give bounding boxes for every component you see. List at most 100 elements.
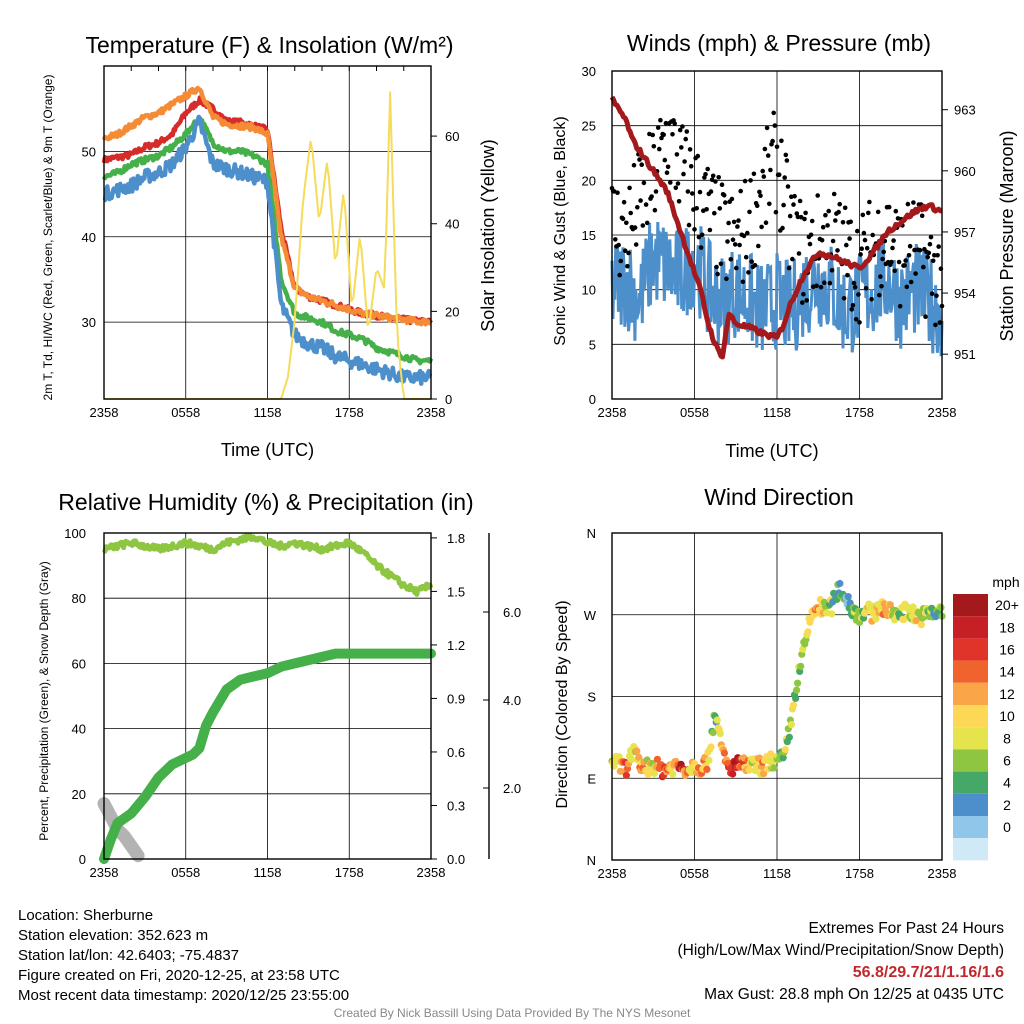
- gust-point: [833, 218, 838, 223]
- snow-depth-line: [97, 797, 145, 863]
- wind-ylabel: Sonic Wind & Gust (Blue, Black): [552, 116, 569, 345]
- gust-point: [625, 263, 630, 269]
- humidity-title: Relative Humidity (%) & Precipitation (i…: [58, 489, 473, 515]
- y-tick-label: 5: [589, 337, 596, 352]
- y2-tick-label: 951: [954, 347, 976, 362]
- gust-point: [688, 164, 694, 169]
- y-tick-label: 20: [72, 787, 86, 802]
- humidity-ylabel: Percent, Precipitation (Green), & Snow D…: [37, 561, 51, 840]
- x-tick-label: 2358: [928, 866, 957, 881]
- gust-point: [724, 276, 729, 282]
- gust-point: [903, 258, 908, 263]
- gust-point: [835, 248, 840, 253]
- direction-point: [745, 766, 753, 774]
- gust-point: [771, 110, 776, 116]
- x-tick-label: 2358: [417, 405, 446, 420]
- y2-tick-label: 957: [954, 225, 976, 240]
- gust-point: [682, 159, 687, 164]
- humidity-precip-chart: 2358 0558 1158 1758 2358 0 20 40 60 80 100 0.0 0.3 0.…: [37, 489, 521, 880]
- gust-point: [930, 258, 936, 264]
- gust-point: [785, 184, 791, 189]
- direction-point: [779, 754, 787, 762]
- y-tick-label: S: [587, 690, 596, 705]
- gust-point: [641, 180, 647, 186]
- direction-point: [729, 770, 737, 778]
- gust-point: [937, 320, 943, 325]
- gust-point: [631, 162, 637, 168]
- wind-frame: [611, 70, 943, 400]
- gust-point: [863, 286, 869, 291]
- gust-point: [748, 178, 753, 183]
- gust-point: [680, 124, 685, 129]
- gust-point: [661, 132, 666, 138]
- latlon-text: Station lat/lon: 42.6403; -75.4837: [18, 947, 240, 964]
- gust-point: [923, 314, 928, 320]
- gust-point: [637, 157, 642, 162]
- direction-point: [792, 694, 800, 703]
- gust-point: [803, 210, 808, 216]
- gust-point: [797, 198, 803, 204]
- gust-point: [858, 252, 863, 257]
- gust-point: [686, 222, 692, 228]
- legend-swatch: [953, 682, 988, 705]
- x-tick-label: 1158: [763, 866, 791, 881]
- x-tick-label: 1758: [335, 405, 364, 420]
- gust-point: [728, 257, 734, 262]
- gust-point: [626, 250, 631, 256]
- gust-point: [857, 320, 862, 325]
- gust-point: [804, 298, 809, 303]
- gust-point: [815, 193, 820, 198]
- gust-point: [881, 249, 886, 255]
- gust-point: [657, 146, 662, 152]
- gust-point: [638, 198, 643, 203]
- gust-point: [837, 201, 842, 207]
- gust-point: [694, 206, 699, 211]
- y3-tick-label: 4.0: [503, 693, 521, 708]
- gust-point: [783, 152, 789, 158]
- gust-point: [933, 322, 938, 328]
- gust-point: [633, 242, 639, 247]
- gust-point: [710, 173, 716, 179]
- y-tick-label: 60: [72, 656, 86, 671]
- gust-point: [721, 192, 727, 198]
- y2-tick-label: 0.3: [447, 798, 465, 813]
- gust-point: [886, 204, 892, 210]
- gust-point: [653, 189, 659, 194]
- gust-point: [848, 219, 853, 225]
- gust-point: [859, 246, 864, 251]
- direction-ylabel: Direction (Colored By Speed): [554, 600, 571, 808]
- gust-point: [764, 125, 770, 131]
- gust-point: [672, 121, 677, 126]
- direction-point: [713, 716, 721, 724]
- legend-label: 12: [999, 686, 1015, 702]
- direction-point: [793, 686, 801, 694]
- gust-point: [683, 136, 688, 142]
- gust-point: [635, 205, 640, 210]
- gust-dots: [609, 110, 945, 328]
- direction-point: [770, 764, 778, 772]
- gust-point: [743, 254, 749, 260]
- gust-point: [658, 117, 663, 123]
- direction-point: [709, 729, 717, 737]
- gust-point: [640, 223, 646, 228]
- gust-point: [624, 220, 629, 226]
- gust-point: [906, 253, 912, 258]
- direction-title: Wind Direction: [704, 484, 854, 510]
- series-line-1: [101, 85, 433, 327]
- y-tick-label: 30: [82, 315, 96, 330]
- y-tick-label: W: [584, 608, 597, 623]
- gust-point: [621, 199, 627, 205]
- gust-point: [729, 196, 735, 202]
- gust-point: [850, 303, 856, 308]
- recent-text: Most recent data timestamp: 2020/12/25 2…: [18, 987, 350, 1004]
- direction-dots: [608, 579, 946, 781]
- gust-point: [826, 208, 831, 214]
- precip-line: [99, 648, 436, 864]
- gust-point: [732, 242, 738, 247]
- legend-label: 10: [999, 708, 1015, 724]
- direction-point: [912, 617, 920, 625]
- gust-point: [795, 214, 801, 220]
- gust-point: [767, 201, 772, 207]
- gust-point: [836, 209, 841, 215]
- gust-point: [855, 228, 860, 234]
